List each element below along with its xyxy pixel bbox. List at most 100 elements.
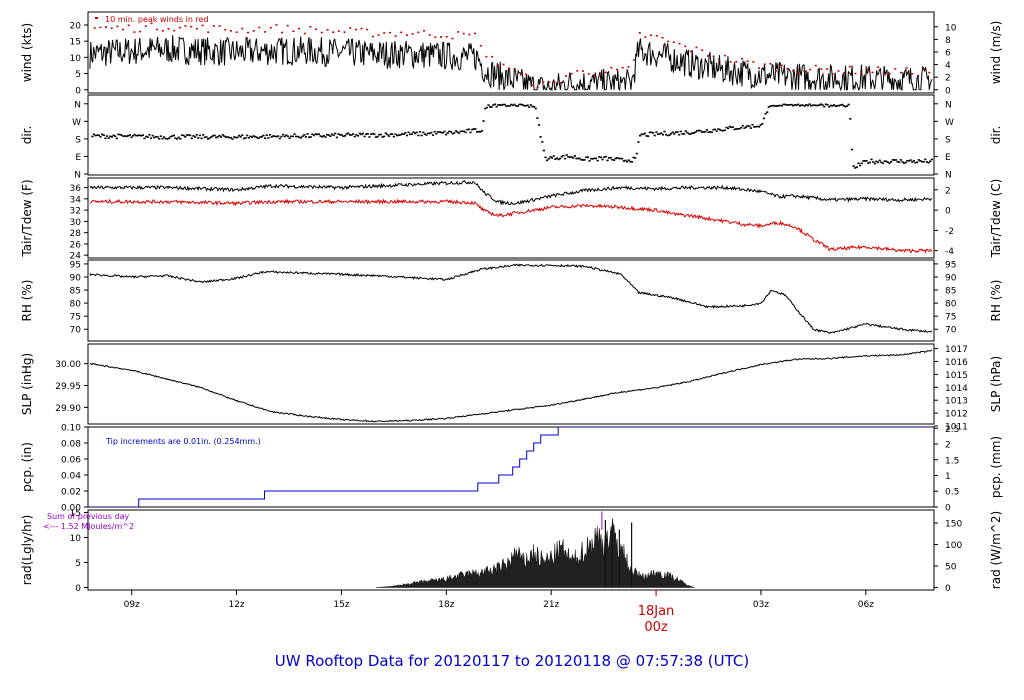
panel-frame: [87, 11, 935, 94]
series-direction-point: [249, 135, 252, 138]
series-direction-point: [575, 157, 578, 160]
series-10-min-peak-winds-point: [587, 73, 590, 75]
left-axis-title: dir.: [20, 126, 34, 145]
series-direction-point: [216, 135, 219, 138]
series-10-min-peak-winds-point: [207, 31, 210, 33]
right-tick-label: 1012: [945, 410, 968, 420]
panel-plot: [89, 427, 934, 507]
series-direction-point: [319, 135, 322, 137]
series-direction-point: [710, 131, 713, 133]
series-direction-point: [547, 158, 550, 160]
left-tick-label: 24: [70, 252, 82, 262]
right-axis-title: RH (%): [989, 280, 1003, 322]
series-direction-point: [396, 134, 399, 137]
series-10-min-peak-winds-point: [241, 27, 244, 30]
series-10-min-peak-winds-point: [491, 55, 494, 58]
series-direction-point: [793, 104, 796, 106]
series-direction-point: [531, 105, 534, 108]
series-direction-point: [699, 129, 702, 132]
series-direction-point: [691, 132, 694, 134]
series-10-min-peak-winds-point: [599, 74, 601, 76]
series-direction-point: [357, 135, 360, 137]
series-direction-point: [381, 136, 384, 138]
series-direction-point: [624, 159, 627, 162]
series-direction-point: [568, 156, 572, 159]
left-axis-title: RH (%): [20, 280, 34, 322]
series-direction-point: [405, 134, 409, 137]
series-direction-point: [288, 137, 291, 139]
series-direction-point: [541, 141, 544, 143]
series-direction-point: [441, 132, 444, 134]
series-direction-point: [194, 136, 197, 138]
series-direction-point: [242, 137, 246, 140]
left-tick-label: 85: [70, 287, 81, 297]
rad-annotation-line1: Sum of previous day: [47, 512, 129, 521]
series-direction-point: [705, 129, 708, 131]
series-direction-point: [163, 136, 166, 138]
series-10-min-peak-winds-point: [258, 26, 261, 29]
series-direction-point: [158, 138, 161, 140]
series-direction-point: [629, 160, 632, 163]
series-direction-point: [713, 128, 717, 131]
series-10-min-peak-winds-point: [394, 35, 397, 37]
series-direction-point: [495, 105, 498, 108]
series-direction-point: [735, 128, 738, 130]
panel-rh: 70 75 80 85 90 95 70 75 80 85 90 95 RH (%) RH (%): [20, 259, 1003, 342]
series-direction-point: [661, 133, 664, 136]
series-direction-point: [652, 132, 655, 134]
series-direction-point: [870, 158, 873, 161]
series-direction-point: [921, 160, 924, 163]
series-direction-point: [115, 137, 118, 140]
series-direction-point: [215, 136, 218, 139]
series-direction-point: [666, 134, 669, 137]
series-direction-point: [844, 105, 847, 108]
left-tick-label: N: [74, 100, 81, 110]
series-direction-point: [443, 130, 446, 133]
left-tick-label: 0.02: [61, 488, 81, 498]
panel-frame: [87, 343, 935, 425]
series-direction-point: [539, 136, 542, 138]
series-direction-point: [238, 134, 241, 137]
left-tick-label: 0.06: [61, 456, 81, 466]
series-direction-point: [617, 157, 620, 160]
series-direction-point: [813, 104, 816, 106]
series-10-min-peak-winds-point: [809, 68, 812, 71]
series-10-min-peak-winds-point: [309, 26, 312, 28]
series-direction-point: [528, 106, 531, 108]
series-direction-point: [464, 131, 467, 134]
series-direction-point: [345, 133, 348, 135]
series-direction-point: [867, 162, 870, 164]
series-direction-point: [819, 103, 823, 105]
series-direction-point: [906, 160, 909, 162]
series-10-min-peak-winds-point: [434, 36, 437, 39]
series-10-min-peak-winds-point: [298, 27, 301, 30]
series-direction-point: [603, 156, 606, 158]
series-direction-point: [621, 157, 624, 160]
series-direction-point: [304, 136, 307, 138]
series-direction-point: [740, 126, 743, 129]
left-axis-title: SLP (inHg): [20, 353, 34, 415]
series-direction-point: [184, 136, 187, 138]
right-tick-label: 1016: [945, 358, 968, 368]
series-direction-point: [733, 128, 736, 131]
series-10-min-peak-winds-point: [547, 81, 550, 83]
series-direction-point: [264, 137, 267, 139]
right-tick-label: 1015: [945, 371, 968, 381]
series-direction-point: [555, 157, 558, 159]
series-10-min-peak-winds-point: [105, 26, 107, 28]
series-10-min-peak-winds-point: [865, 68, 868, 70]
series-direction-point: [195, 134, 198, 136]
series-direction-point: [373, 133, 376, 136]
right-tick-label: 100: [945, 541, 962, 551]
left-tick-label: 10: [70, 534, 82, 544]
series-direction-point: [650, 131, 653, 134]
right-tick-label: -2: [945, 227, 954, 237]
series-10-min-peak-winds-point: [343, 31, 346, 33]
series-direction-point: [326, 133, 329, 136]
series-10-min-peak-winds-point: [905, 67, 908, 69]
left-tick-label: 0.00: [61, 504, 81, 514]
series-10-min-peak-winds-point: [650, 34, 653, 37]
series-direction-point: [756, 125, 759, 128]
series-direction-point: [260, 135, 263, 138]
